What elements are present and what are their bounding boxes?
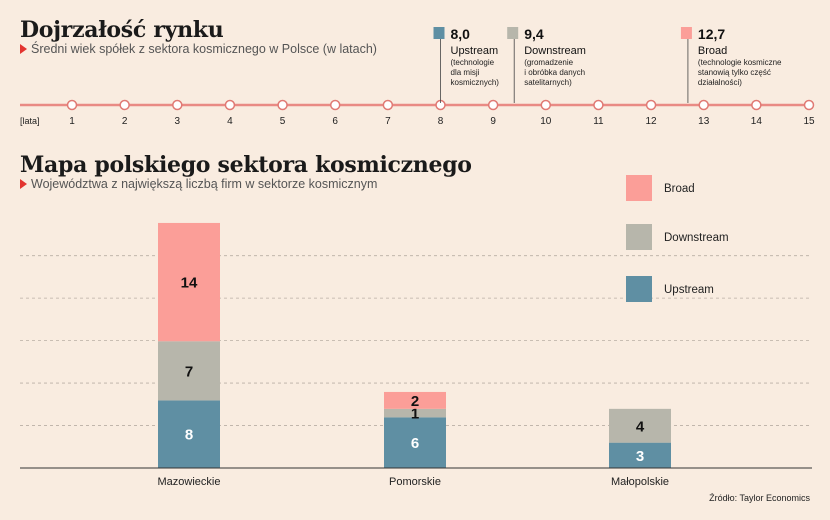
bar-value-label: 14 bbox=[181, 275, 198, 292]
timeline-marker-note: (gromadzenie bbox=[524, 58, 573, 67]
chart-title: Mapa polskiego sektora kosmicznego bbox=[20, 152, 472, 178]
timeline-dot bbox=[593, 99, 604, 111]
timeline-tick-label: 3 bbox=[175, 116, 181, 127]
timeline-dot bbox=[540, 99, 552, 111]
timeline-subtitle-text: Średni wiek spółek z sektora kosmicznego… bbox=[31, 42, 377, 56]
timeline-tick-label: 12 bbox=[646, 116, 658, 127]
timeline-tick-label: 14 bbox=[751, 116, 763, 127]
timeline-marker-name: Upstream bbox=[451, 45, 499, 57]
timeline-dot bbox=[329, 99, 341, 111]
bar-value-label: 3 bbox=[636, 448, 644, 465]
bar-value-label: 1 bbox=[411, 406, 419, 423]
chart-subtitle-text: Województwa z największą liczbą firm w s… bbox=[31, 177, 378, 191]
bar-segment-downstream bbox=[384, 408, 446, 418]
source-note: Źródło: Taylor Economics bbox=[709, 493, 810, 503]
timeline-dot bbox=[224, 99, 236, 111]
timeline-tick-label: 10 bbox=[540, 116, 552, 127]
timeline-dot bbox=[487, 99, 499, 111]
timeline-dot bbox=[119, 99, 130, 111]
bar-segment-upstream bbox=[384, 417, 446, 468]
timeline-dot bbox=[66, 99, 78, 111]
bar-segment-broad bbox=[158, 222, 220, 342]
timeline-marker-value: 9,4 bbox=[524, 26, 544, 42]
category-label: Pomorskie bbox=[389, 476, 441, 488]
timeline-marker-note: (technologie kosmiczne bbox=[698, 58, 782, 67]
timeline-marker-note: i obróbka danych bbox=[524, 68, 585, 77]
timeline-marker-note: kosmicznych) bbox=[451, 78, 500, 87]
bar-value-label: 7 bbox=[185, 363, 193, 380]
timeline-title: Dojrzałość rynku bbox=[20, 17, 224, 43]
bar-segment-downstream bbox=[158, 341, 220, 401]
timeline-marker-swatch bbox=[507, 27, 519, 39]
triangle-bullet-icon bbox=[20, 44, 27, 54]
timeline-tick-label: 15 bbox=[803, 116, 815, 127]
legend-swatch-broad bbox=[626, 175, 652, 201]
legend-swatch-upstream bbox=[626, 276, 652, 302]
timeline-marker-swatch bbox=[680, 27, 692, 39]
timeline-dot bbox=[751, 99, 762, 111]
timeline-tick-label: 11 bbox=[593, 116, 604, 127]
legend-swatch-downstream bbox=[626, 224, 652, 250]
timeline-marker-name: Downstream bbox=[524, 45, 586, 57]
legend-label: Broad bbox=[664, 183, 695, 195]
timeline-marker-note: dla misji bbox=[451, 68, 480, 77]
timeline-marker-value: 8,0 bbox=[451, 26, 471, 42]
timeline-tick-label: 13 bbox=[698, 116, 710, 127]
timeline-marker-value: 12,7 bbox=[698, 26, 725, 42]
bar-segment-downstream bbox=[609, 408, 671, 443]
timeline-dot bbox=[645, 99, 657, 111]
timeline-tick-label: 1 bbox=[69, 116, 75, 127]
timeline-dot bbox=[172, 99, 183, 111]
legend-label: Upstream bbox=[664, 284, 714, 296]
timeline-tick-label: 2 bbox=[122, 116, 128, 127]
chart-subtitle: Województwa z największą liczbą firm w s… bbox=[20, 177, 377, 191]
triangle-bullet-icon bbox=[20, 179, 27, 189]
category-label: Małopolskie bbox=[611, 476, 669, 488]
bar-segment-upstream bbox=[609, 442, 671, 468]
timeline-subtitle: Średni wiek spółek z sektora kosmicznego… bbox=[20, 42, 377, 56]
timeline-unit-label: [lata] bbox=[20, 116, 40, 126]
bar-segment-upstream bbox=[158, 400, 220, 468]
bar-segment-broad bbox=[384, 391, 446, 409]
timeline-dot bbox=[277, 99, 288, 111]
timeline-tick-label: 7 bbox=[385, 116, 391, 127]
bar-value-label: 8 bbox=[185, 427, 193, 444]
bar-value-label: 2 bbox=[411, 393, 419, 410]
timeline-tick-label: 6 bbox=[332, 116, 338, 127]
timeline-marker-note: satelitarnych) bbox=[524, 78, 572, 87]
legend-label: Downstream bbox=[664, 232, 729, 244]
timeline-dot bbox=[698, 99, 709, 111]
timeline-dot bbox=[382, 99, 394, 111]
bar-value-label: 6 bbox=[411, 435, 419, 452]
timeline-tick-label: 8 bbox=[438, 116, 444, 127]
timeline-tick-label: 5 bbox=[280, 116, 286, 127]
timeline-marker-name: Broad bbox=[698, 45, 727, 57]
timeline-dot bbox=[803, 99, 815, 111]
timeline-marker-swatch bbox=[433, 27, 445, 39]
category-label: Mazowieckie bbox=[158, 476, 221, 488]
timeline-tick-label: 4 bbox=[227, 116, 233, 127]
timeline-tick-label: 9 bbox=[490, 116, 496, 127]
timeline-marker-note: działalności) bbox=[698, 78, 742, 87]
bar-value-label: 4 bbox=[636, 418, 645, 435]
timeline-marker-note: (technologie bbox=[451, 58, 495, 67]
timeline-marker-note: stanowią tylko część bbox=[698, 68, 771, 77]
